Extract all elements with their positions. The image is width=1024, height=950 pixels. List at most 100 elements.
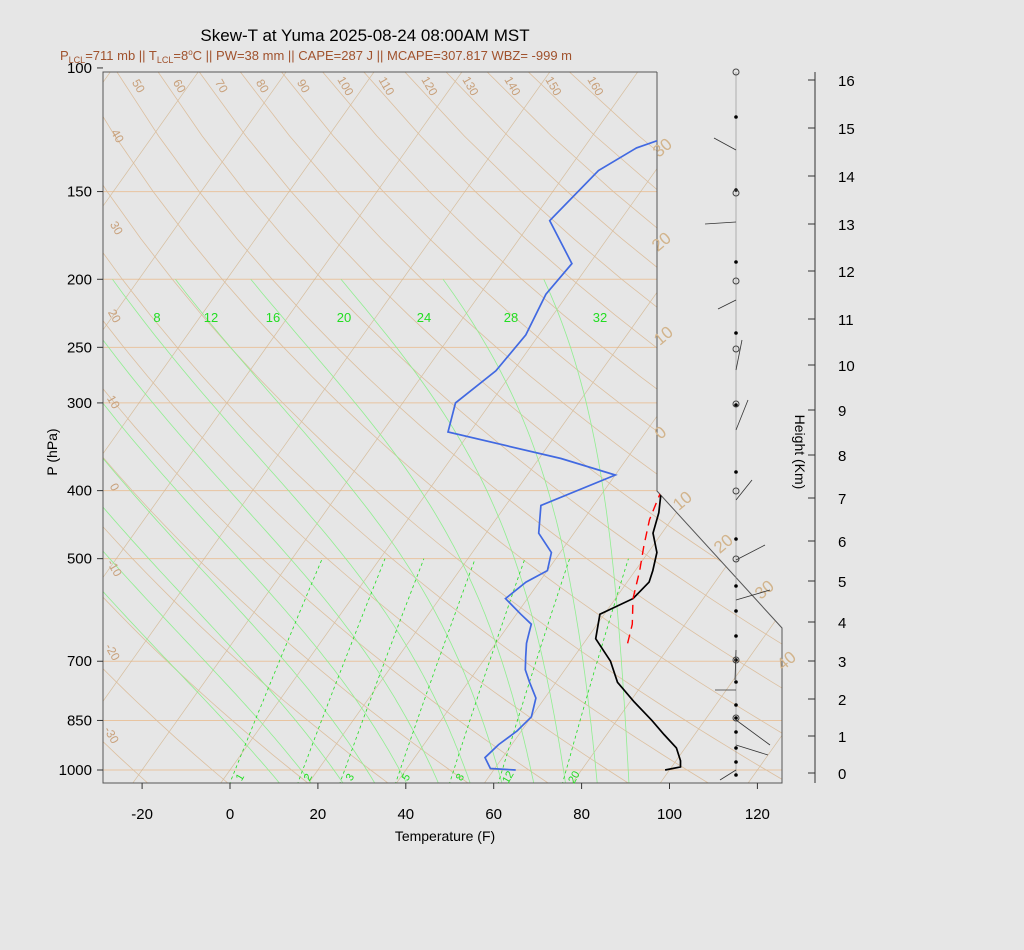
theta-label: 90: [294, 77, 313, 96]
dry-adiabat-line: [103, 72, 150, 783]
calm-circle: [732, 189, 740, 197]
theta-label: 50: [129, 77, 148, 96]
theta-label: 20: [105, 307, 124, 326]
dry-adiabat-line: [103, 72, 471, 783]
wind-dot: [734, 584, 738, 588]
mixing-ratio-bottom-label: 3: [344, 772, 357, 783]
calm-circle: [732, 345, 740, 353]
height-tick-label: 4: [838, 615, 846, 632]
dry-adiabat-line: [0, 68, 70, 785]
mixing-ratio-label: 28: [504, 310, 518, 325]
height-tick-label: 5: [838, 574, 846, 591]
height-tick-label: 9: [838, 403, 846, 420]
isotherm-line: [835, 68, 1024, 785]
pressure-tick-label: 1000: [59, 762, 92, 779]
wind-barbs: [704, 68, 771, 781]
mixing-ratio-line: [228, 558, 323, 783]
theta-label: 120: [418, 74, 440, 99]
theta-label: 40: [108, 127, 127, 146]
isotherm-label: 20: [648, 228, 675, 255]
pressure-tick-label: 400: [67, 483, 92, 500]
theta-label: 10: [104, 393, 123, 412]
wind-dot: [734, 730, 738, 734]
calm-circle: [732, 714, 740, 722]
dry-adiabat-line: [103, 72, 712, 783]
moist-adiabat-line: [340, 279, 567, 783]
pressure-tick-label: 250: [67, 339, 92, 356]
wind-dot: [734, 760, 738, 764]
isotherm-label: 0: [651, 422, 670, 443]
pressure-tick-label: 100: [67, 60, 92, 77]
isotherm-line: [103, 72, 290, 783]
isotherm-line: [658, 72, 782, 783]
pressure-tick-label: 500: [67, 551, 92, 568]
mixing-ratio-bottom-label: 8: [454, 772, 467, 783]
wind-barb: [735, 399, 749, 431]
mixing-ratio-bottom-label: 1: [234, 772, 247, 783]
height-tick-label: 2: [838, 692, 846, 709]
height-tick-label: 16: [838, 73, 855, 90]
calm-circle: [732, 400, 740, 408]
mixing-ratio-label: 8: [153, 310, 160, 325]
pressure-tick-label: 850: [67, 712, 92, 729]
dry-adiabat-line: [103, 72, 391, 783]
moist-adiabat-line: [175, 279, 503, 783]
wind-barb: [734, 649, 737, 681]
isotherm-label: 30: [649, 134, 676, 161]
wind-dot: [734, 403, 738, 407]
theta-label: -20: [102, 641, 123, 663]
moist-adiabat-line: [103, 279, 345, 783]
temperature-tick-label: -20: [131, 806, 153, 823]
theta-label: 60: [170, 77, 189, 96]
isotherm-line: [570, 72, 782, 783]
moist-adiabat-line: [442, 279, 598, 783]
wind-dot: [734, 115, 738, 119]
height-tick-label: 6: [838, 534, 846, 551]
calm-circle: [732, 555, 740, 563]
height-tick-label: 15: [838, 121, 855, 138]
wind-dot: [734, 634, 738, 638]
dry-adiabat-line: [103, 72, 782, 783]
wind-barb: [704, 221, 737, 225]
theta-label: 100: [334, 74, 356, 99]
height-tick-label: 3: [838, 654, 846, 671]
pressure-tick-label: 200: [67, 271, 92, 288]
wind-dot: [734, 716, 738, 720]
wind-dot: [734, 470, 738, 474]
theta-label: 140: [501, 74, 523, 99]
dry-adiabat-line: [103, 72, 311, 783]
mixing-ratio-line: [561, 558, 629, 783]
moist-adiabat-line: [543, 279, 630, 783]
wind-dot: [734, 680, 738, 684]
wind-dot: [734, 331, 738, 335]
chart-subtitle: PLCL=711 mb || TLCL=8oC || PW=38 mm || C…: [60, 48, 572, 65]
mixing-ratio-line: [394, 558, 476, 783]
pressure-tick-label: 700: [67, 653, 92, 670]
isotherm-line: [307, 72, 782, 783]
height-tick-label: 11: [838, 312, 854, 329]
theta-label: 70: [212, 77, 231, 96]
dry-adiabat-line: [523, 72, 782, 783]
height-tick-label: 12: [838, 264, 855, 281]
dry-adiabat-line: [400, 72, 782, 783]
plot-frame: [102, 71, 783, 784]
wind-barb: [735, 719, 771, 746]
temperature-tick-label: 0: [226, 806, 234, 823]
pressure-tick-label: 150: [67, 184, 92, 201]
mixing-ratio-bottom-label: 2: [302, 772, 315, 783]
theta-label: 160: [584, 74, 606, 99]
moist-adiabat-line: [103, 279, 440, 783]
dewpoint-line: [446, 72, 782, 771]
mixing-ratio-line: [296, 558, 386, 783]
dry-adiabat-line: [154, 72, 782, 783]
mixing-ratio-line: [497, 558, 570, 783]
wind-barb: [719, 769, 737, 781]
calm-circle: [732, 68, 740, 76]
isotherm-line: [746, 72, 782, 783]
isotherm-line: [103, 72, 378, 783]
isotherm-label: 40: [773, 647, 800, 674]
